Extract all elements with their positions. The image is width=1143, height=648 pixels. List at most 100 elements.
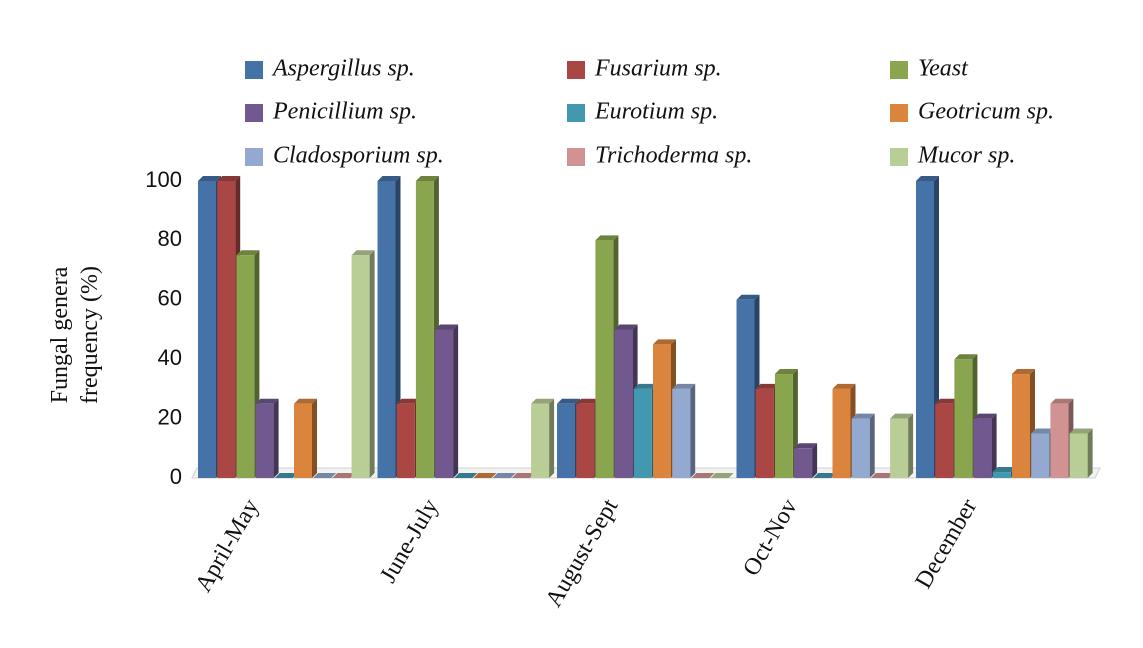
legend-label: Fusarium sp. bbox=[594, 56, 722, 82]
bar-top bbox=[774, 369, 798, 375]
bar-top bbox=[832, 383, 856, 389]
bar-top bbox=[415, 176, 439, 181]
bar-side bbox=[908, 413, 914, 478]
bar bbox=[916, 181, 934, 478]
bar-top bbox=[614, 324, 638, 330]
bar-side bbox=[312, 398, 317, 478]
bar-top bbox=[672, 383, 696, 389]
bar bbox=[736, 299, 755, 478]
bar bbox=[774, 374, 793, 478]
bar bbox=[890, 418, 909, 478]
bar-top bbox=[492, 473, 516, 478]
bar bbox=[973, 418, 992, 478]
bar-top bbox=[1012, 369, 1035, 375]
bar bbox=[832, 388, 851, 478]
bar-side bbox=[453, 324, 459, 478]
x-tick-label: December bbox=[911, 495, 983, 593]
bar-top bbox=[794, 443, 818, 449]
y-tick-label: 100 bbox=[145, 167, 182, 192]
y-tick-label: 20 bbox=[158, 404, 182, 429]
legend-swatch bbox=[567, 61, 585, 79]
bar bbox=[576, 403, 595, 478]
bar bbox=[415, 181, 434, 478]
bar-top bbox=[653, 339, 676, 345]
bar bbox=[198, 181, 216, 478]
bar bbox=[531, 403, 550, 478]
legend-swatch bbox=[567, 104, 585, 122]
legend-swatch bbox=[245, 61, 263, 79]
legend-label: Mucor sp. bbox=[917, 143, 1015, 169]
x-tick-label: April-May bbox=[191, 495, 265, 597]
bar-top bbox=[396, 398, 420, 404]
legend-label: Trichoderma sp. bbox=[595, 143, 752, 169]
bar-top bbox=[1031, 428, 1055, 434]
bar-top bbox=[870, 473, 894, 478]
bar bbox=[435, 329, 454, 478]
bar-top bbox=[691, 473, 715, 478]
bar-top bbox=[1050, 398, 1074, 404]
bar-top bbox=[198, 176, 221, 181]
bar bbox=[1069, 433, 1088, 478]
legend-swatch bbox=[245, 148, 263, 166]
bar-top bbox=[954, 354, 978, 360]
bar bbox=[653, 344, 671, 478]
bar bbox=[351, 255, 370, 478]
bar-top bbox=[313, 473, 337, 478]
y-tick-label: 0 bbox=[170, 464, 182, 489]
bar-top bbox=[377, 176, 401, 181]
bar bbox=[614, 329, 633, 478]
bar-side bbox=[991, 413, 997, 478]
bar-top bbox=[294, 398, 317, 404]
bar-top bbox=[473, 473, 497, 478]
bar bbox=[935, 403, 954, 478]
bar-top bbox=[992, 467, 1016, 473]
bar bbox=[377, 181, 396, 478]
legend-label: Penicillium sp. bbox=[272, 99, 417, 125]
legend-swatch bbox=[245, 104, 263, 122]
legend-swatch bbox=[890, 61, 908, 79]
bar-top bbox=[255, 398, 279, 404]
bar bbox=[992, 472, 1011, 478]
bar bbox=[755, 388, 774, 478]
y-tick-label: 80 bbox=[158, 226, 182, 251]
bar-side bbox=[273, 398, 279, 478]
bar-top bbox=[851, 413, 875, 419]
bar-top bbox=[736, 294, 760, 300]
bar-top bbox=[217, 176, 241, 181]
bar bbox=[672, 388, 691, 478]
bar-top bbox=[576, 398, 600, 404]
bar-top bbox=[274, 473, 298, 478]
bar-top bbox=[916, 176, 939, 181]
bar bbox=[396, 403, 415, 478]
bar-top bbox=[557, 398, 580, 404]
bar bbox=[294, 403, 312, 478]
bar-top bbox=[351, 250, 375, 256]
legend-swatch bbox=[890, 148, 908, 166]
bar-top bbox=[1069, 428, 1093, 434]
legend-label: Yeast bbox=[918, 56, 969, 82]
bar-top bbox=[973, 413, 997, 419]
legend-swatch bbox=[567, 148, 585, 166]
bar bbox=[1050, 403, 1069, 478]
bar bbox=[1012, 374, 1030, 478]
bar-side bbox=[369, 250, 375, 478]
bar-top bbox=[755, 383, 779, 389]
bar-top bbox=[236, 250, 260, 256]
legend-label: Aspergillus sp. bbox=[271, 56, 415, 82]
y-tick-label: 60 bbox=[158, 286, 182, 311]
bar bbox=[255, 403, 274, 478]
bar-top bbox=[595, 235, 619, 241]
bar-side bbox=[549, 398, 555, 478]
bar bbox=[954, 359, 973, 478]
bar-top bbox=[813, 473, 837, 478]
bar-side bbox=[1087, 428, 1093, 478]
bar-top bbox=[531, 398, 555, 404]
bar bbox=[851, 418, 870, 478]
legend-label: Cladosporium sp. bbox=[273, 143, 444, 169]
bar bbox=[217, 181, 236, 478]
bar bbox=[1031, 433, 1050, 478]
bar-top bbox=[454, 473, 478, 478]
bar-side bbox=[812, 443, 818, 478]
legend-swatch bbox=[890, 104, 908, 122]
